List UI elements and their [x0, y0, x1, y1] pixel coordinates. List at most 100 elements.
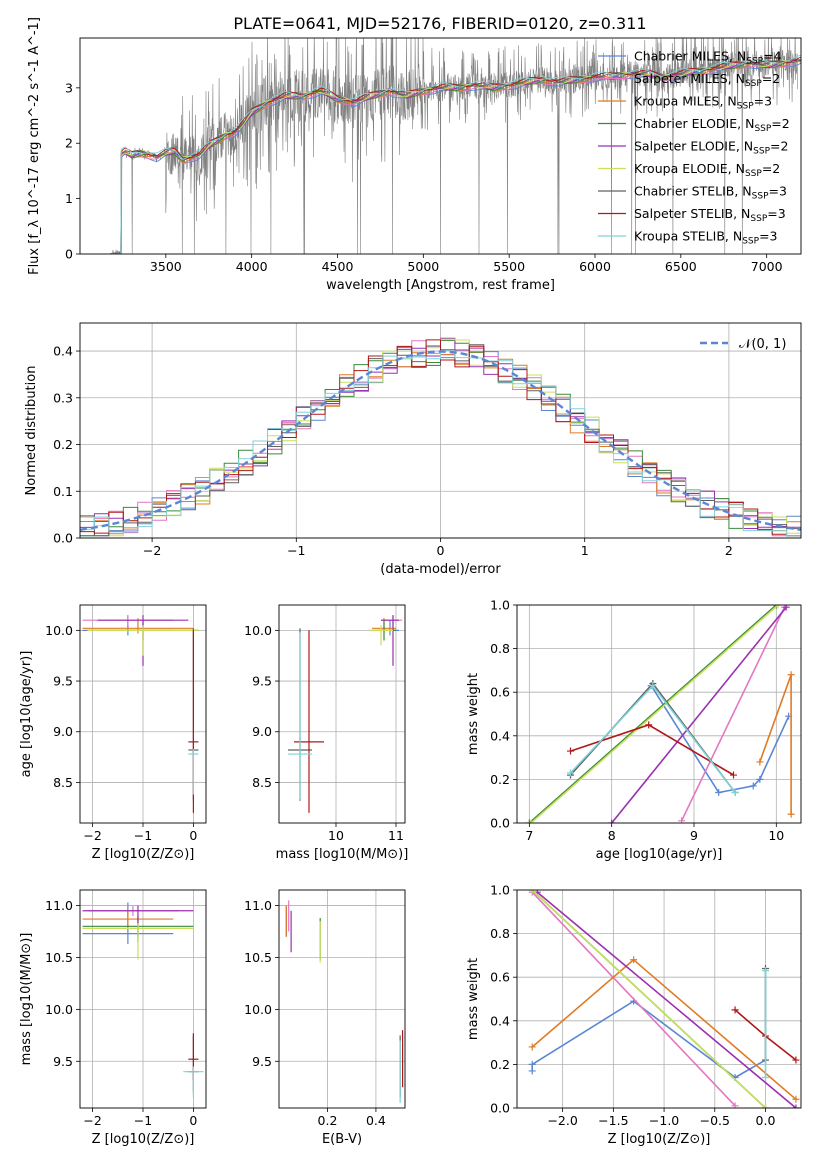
y-tick-label: 10.0 — [45, 1002, 73, 1017]
weight-marker — [782, 605, 790, 611]
weight-marker — [567, 769, 575, 777]
y-tick-label: 10.5 — [244, 950, 272, 965]
plot-area — [285, 900, 404, 1103]
weight-marker — [528, 1060, 536, 1068]
y-tick-label: 0.2 — [53, 437, 73, 452]
y-tick-label: 0.2 — [490, 772, 510, 787]
y-tick-label: 9.5 — [252, 674, 272, 689]
x-tick-label: 3500 — [150, 259, 182, 274]
y-tick-label: 1.0 — [490, 883, 510, 898]
y-tick-label: 2 — [65, 136, 73, 151]
weight-marker — [729, 771, 737, 779]
y-tick-label: 0 — [65, 247, 73, 262]
y-tick-label: 0.8 — [490, 641, 510, 656]
panel-mass-vs-EBV: 0.2 0.4 9.5 10.0 10.5 11.0 E(B-V) — [244, 889, 406, 1147]
x-tick-label: 0.2 — [318, 1113, 338, 1128]
weight-marker — [608, 819, 616, 823]
y-tick-label: 10.0 — [45, 623, 73, 638]
weight-marker — [792, 1056, 800, 1064]
plot-area — [528, 890, 800, 1108]
weight-marker — [630, 956, 638, 964]
x-tick-label: 6500 — [665, 259, 697, 274]
x-tick-label: 9 — [690, 828, 698, 843]
model-line — [110, 60, 801, 254]
axes-frame — [278, 604, 406, 824]
panel-age-vs-Z: −2 −1 0 8.5 9.0 9.5 10.0 Z [log10(Z/Z⊙)] age [lo… — [19, 604, 207, 862]
y-tick-label: 9.5 — [53, 674, 73, 689]
weight-marker — [731, 788, 739, 796]
y-tick-label: 0.2 — [490, 1057, 510, 1072]
x-tick-label: 0.4 — [366, 1113, 386, 1128]
weight-line — [680, 606, 786, 822]
x-tick-label: −1.0 — [649, 1113, 679, 1128]
y-tick-label: 0.0 — [53, 531, 73, 546]
x-tick-label: 10 — [328, 828, 344, 843]
y-tick-label: 10.0 — [244, 623, 272, 638]
panel-mass-vs-Z: −2 −1 0 9.5 10.0 10.5 11.0 Z [log10(Z/Z⊙)] mass … — [19, 889, 207, 1147]
x-tick-label: 7000 — [751, 259, 783, 274]
x-tick-label: −2 — [83, 828, 101, 843]
y-tick-label: 10.0 — [244, 1002, 272, 1017]
weight-line — [531, 890, 767, 1108]
y-tick-label: 11.0 — [244, 898, 272, 913]
x-tick-label: 0.0 — [756, 1113, 776, 1128]
x-axis-label: Z [log10(Z/Z⊙)] — [608, 1132, 711, 1147]
legend-label: 𝒩(0, 1) — [739, 337, 786, 352]
axes-frame — [516, 604, 802, 824]
axes-frame — [79, 604, 207, 824]
x-tick-label: −1 — [287, 543, 305, 558]
plot-area — [80, 337, 801, 537]
weight-marker — [774, 605, 782, 609]
y-axis-label: mass weight — [466, 958, 481, 1040]
weight-marker — [787, 671, 795, 679]
y-tick-label: 11.0 — [45, 898, 73, 913]
weight-marker — [731, 1102, 739, 1108]
axes-frame — [79, 889, 207, 1109]
y-tick-label: 0.6 — [490, 685, 510, 700]
panel-weight-vs-Z: −2.0 −1.5 −1.0 −0.5 0.0 0.0 0.2 0.4 0.6 0.8 1.0 Z [… — [466, 883, 802, 1147]
x-tick-label: 6000 — [579, 259, 611, 274]
x-axis-label: age [log10(age/yr)] — [596, 847, 723, 862]
x-tick-label: −2 — [83, 1113, 101, 1128]
x-axis-label: E(B-V) — [322, 1132, 362, 1147]
y-tick-label: 0.0 — [490, 816, 510, 831]
y-tick-label: 0.4 — [490, 1013, 510, 1028]
y-tick-label: 8.5 — [53, 775, 73, 790]
model-line — [110, 54, 801, 254]
weight-marker — [567, 747, 575, 755]
weight-marker — [528, 1067, 536, 1075]
legend-label: Salpeter ELODIE, NSSP=2 — [634, 139, 788, 157]
y-axis-label: Normed distribution — [24, 366, 39, 496]
x-tick-label: 10 — [768, 828, 784, 843]
x-axis-label: Z [log10(Z/Z⊙)] — [92, 1132, 195, 1147]
y-tick-label: 0.1 — [53, 484, 73, 499]
observed-spectrum — [110, 38, 798, 254]
x-tick-label: 8 — [608, 828, 616, 843]
y-tick-label: 9.0 — [53, 724, 73, 739]
y-tick-label: 0.3 — [53, 390, 73, 405]
y-tick-label: 1.0 — [490, 598, 510, 613]
legend-label: Kroupa STELIB, NSSP=3 — [634, 229, 778, 247]
y-tick-label: 0.8 — [490, 926, 510, 941]
axes-frame — [79, 322, 802, 539]
x-tick-label: −1 — [134, 828, 152, 843]
y-tick-label: 9.5 — [53, 1054, 73, 1069]
legend-label: Salpeter STELIB, NSSP=3 — [634, 206, 786, 224]
weight-line — [530, 605, 779, 823]
x-tick-label: 5000 — [407, 259, 439, 274]
y-tick-label: 0.4 — [490, 728, 510, 743]
weight-marker — [762, 1104, 769, 1108]
x-tick-label: 2 — [725, 543, 733, 558]
y-tick-label: 9.5 — [252, 1054, 272, 1069]
x-axis-label: mass [log10(M/M⊙)] — [276, 847, 409, 862]
weight-marker — [649, 682, 657, 690]
x-tick-label: −2.0 — [547, 1113, 577, 1128]
weight-marker — [528, 890, 536, 894]
x-tick-label: −1.5 — [598, 1113, 628, 1128]
x-tick-label: −1 — [134, 1113, 152, 1128]
y-axis-label: mass [log10(M/M⊙)] — [19, 933, 34, 1066]
x-tick-label: 0 — [189, 828, 197, 843]
residual-histogram — [80, 339, 801, 537]
weight-marker — [762, 967, 769, 975]
